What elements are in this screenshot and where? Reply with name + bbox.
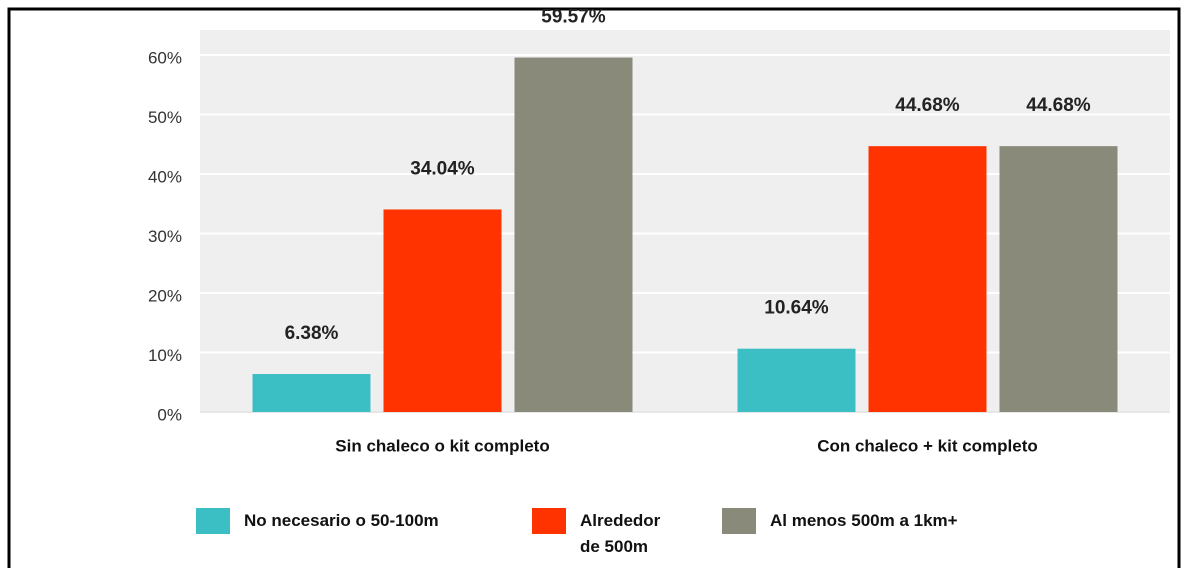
y-tick-label: 20% [148, 286, 182, 305]
frame [7, 7, 1181, 568]
data-label: 6.38% [285, 323, 339, 344]
y-tick-label: 40% [148, 167, 182, 186]
y-tick-label: 0% [157, 405, 182, 424]
data-label: 10.64% [764, 298, 829, 319]
bar [514, 57, 633, 412]
data-label: 34.04% [410, 158, 475, 179]
bar [383, 209, 502, 412]
legend-item: Al menos 500m a 1km+ [722, 508, 1082, 534]
bar [999, 146, 1118, 413]
x-tick-label: Sin chaleco o kit completo [335, 436, 549, 455]
y-tick-label: 60% [148, 48, 182, 67]
data-label: 44.68% [1026, 95, 1091, 116]
x-tick-label: Con chaleco + kit completo [817, 436, 1038, 455]
bar [737, 348, 856, 412]
legend-swatch [532, 508, 566, 534]
data-label: 44.68% [895, 95, 960, 116]
data-label: 59.57% [541, 7, 606, 28]
legend-item: No necesario o 50-100m [196, 508, 496, 534]
legend-label: No necesario o 50-100m [244, 511, 439, 530]
bar [252, 374, 371, 412]
legend-swatch [722, 508, 756, 534]
y-tick-label: 30% [148, 227, 182, 246]
y-tick-label: 10% [148, 346, 182, 365]
legend-swatch [196, 508, 230, 534]
legend-item: Alrededor de 500m [532, 508, 660, 560]
y-tick-label: 50% [148, 108, 182, 127]
legend-label: Al menos 500m a 1km+ [770, 511, 958, 530]
bar [868, 146, 987, 413]
legend-label: Alrededor de 500m [580, 511, 661, 556]
